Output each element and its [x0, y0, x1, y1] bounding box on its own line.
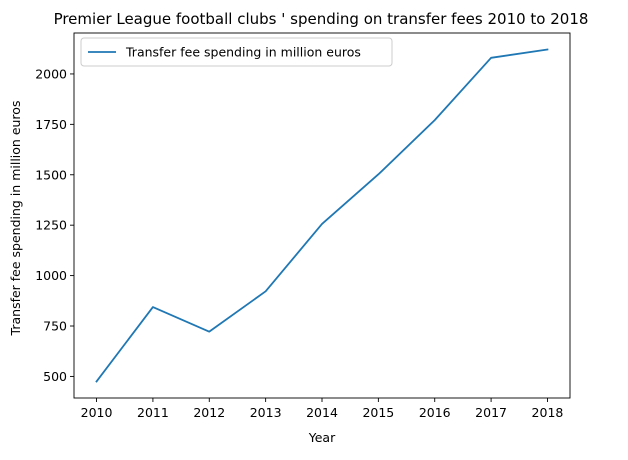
y-tick-label: 2000 — [35, 66, 67, 81]
legend-label-0: Transfer fee spending in million euros — [125, 45, 361, 60]
legend-box — [80, 37, 393, 67]
y-tick-label: 1000 — [35, 268, 67, 283]
chart-title: Premier League football clubs ' spending… — [54, 10, 589, 28]
y-tick-label: 1750 — [35, 117, 67, 132]
x-axis-title: Year — [308, 430, 336, 445]
x-tick-label: 2011 — [137, 405, 169, 420]
y-tick-label: 500 — [43, 369, 67, 384]
series-line-0 — [95, 48, 549, 383]
x-tick-label: 2016 — [419, 405, 451, 420]
x-tick-label: 2014 — [306, 405, 338, 420]
y-tick-label: 750 — [43, 319, 67, 334]
y-tick-label: 1250 — [35, 218, 67, 233]
x-tick-label: 2018 — [532, 405, 564, 420]
x-tick-label: 2010 — [81, 405, 113, 420]
y-tick-label: 1500 — [35, 167, 67, 182]
x-tick-label: 2017 — [475, 405, 507, 420]
y-axis-title: Transfer fee spending in million euros — [8, 101, 23, 337]
x-tick-label: 2012 — [193, 405, 225, 420]
x-tick-label: 2015 — [362, 405, 394, 420]
legend: Transfer fee spending in million euros — [80, 37, 393, 67]
x-tick-label: 2013 — [250, 405, 282, 420]
plot-area: 2010 2011 2012 2013 2014 2015 2016 2017 2018 500 7… — [35, 32, 571, 420]
